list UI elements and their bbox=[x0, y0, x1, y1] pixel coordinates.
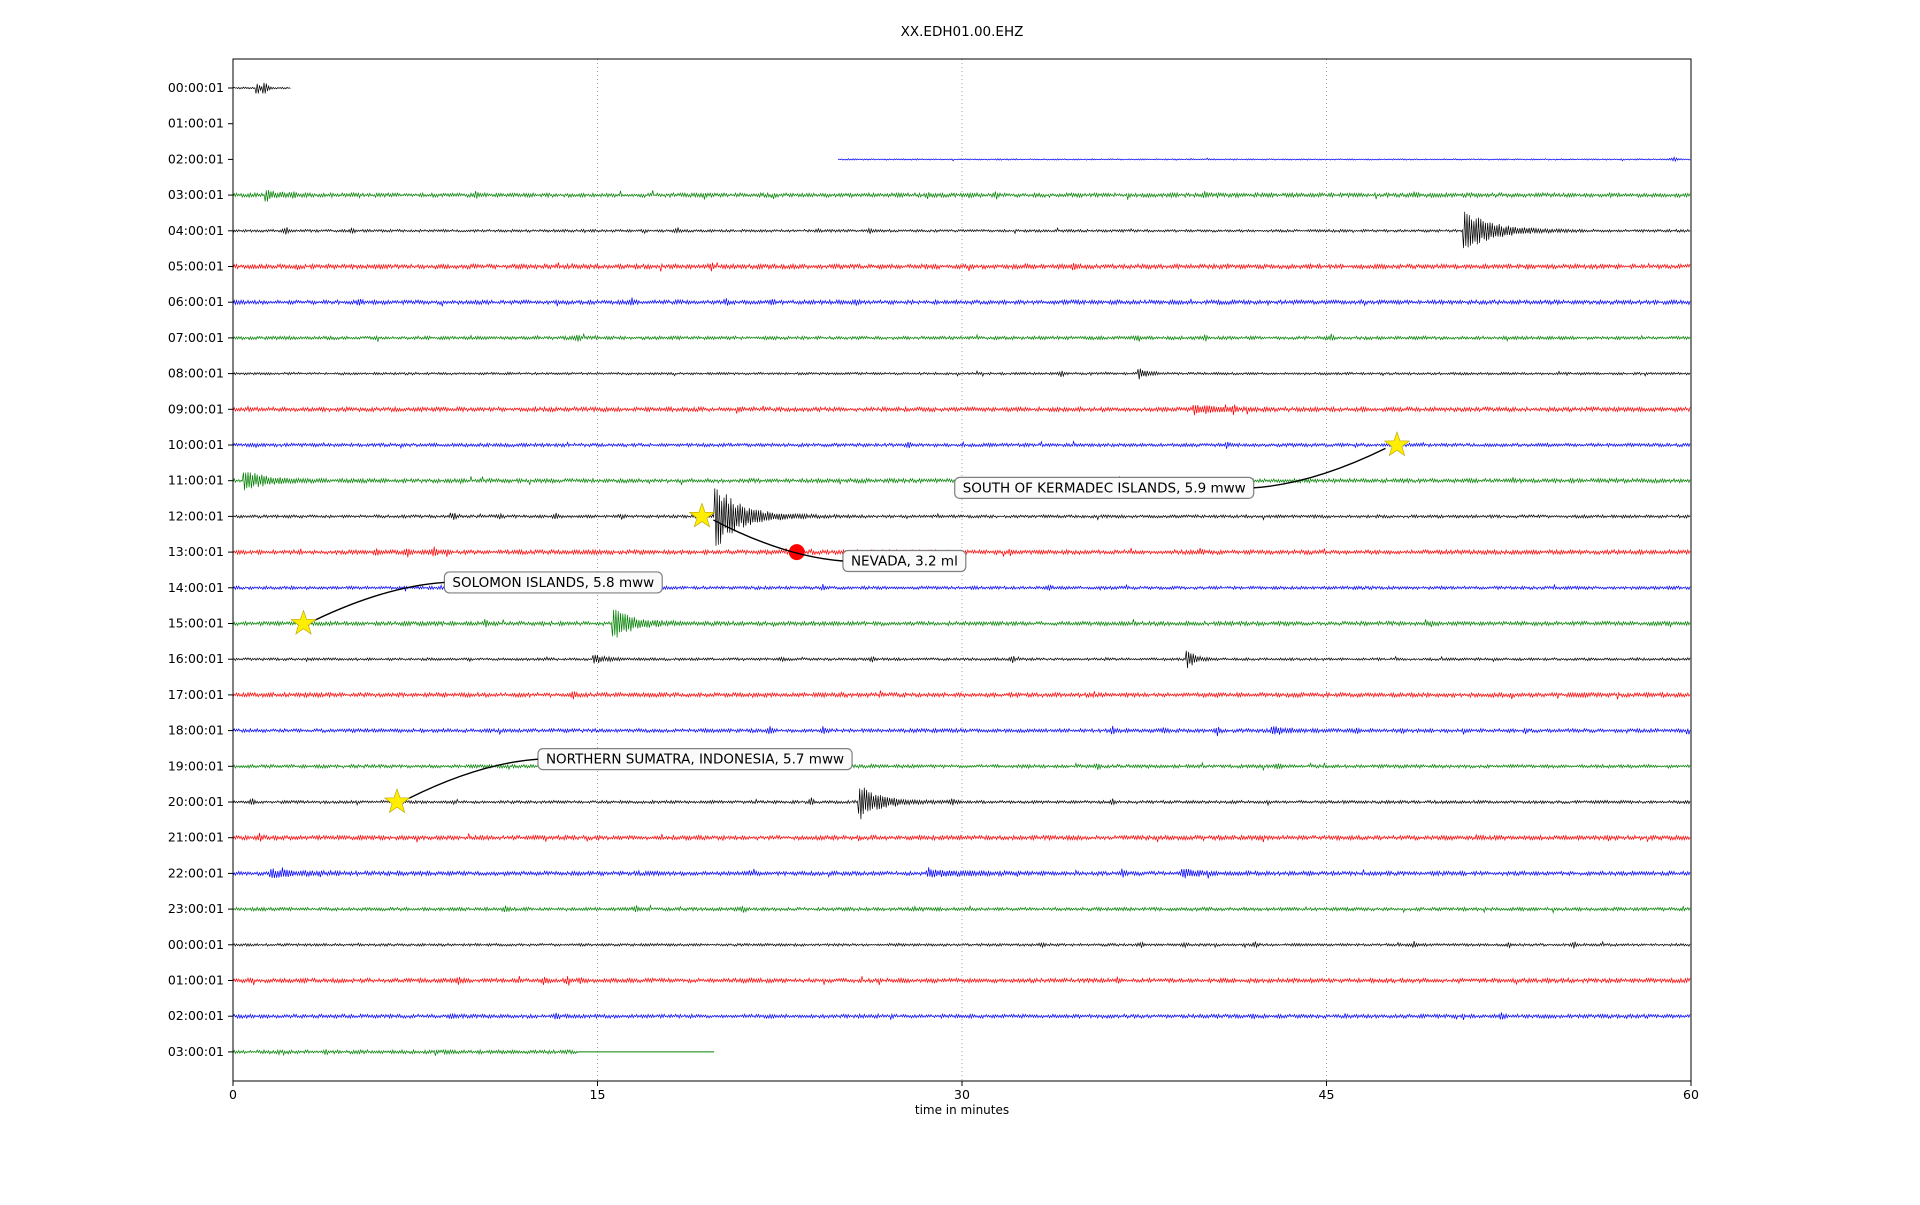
event-star-icon bbox=[290, 609, 317, 635]
event-dot-icon bbox=[788, 544, 805, 561]
y-tick-label: 15:00:01 bbox=[168, 616, 224, 631]
y-tick-label: 09:00:01 bbox=[168, 401, 224, 416]
event-star-icon bbox=[688, 502, 716, 528]
y-tick-label: 03:00:01 bbox=[168, 1044, 224, 1059]
trace-row bbox=[232, 761, 1691, 772]
annotation-label: SOUTH OF KERMADEC ISLANDS, 5.9 mww bbox=[963, 480, 1246, 496]
y-tick-label: 12:00:01 bbox=[168, 508, 224, 523]
y-tick-label: 14:00:01 bbox=[168, 580, 224, 595]
y-tick-label: 20:00:01 bbox=[168, 794, 224, 809]
annotation-arrow bbox=[1253, 447, 1386, 489]
y-tick-label: 07:00:01 bbox=[168, 330, 224, 345]
y-tick-label: 00:00:01 bbox=[168, 937, 224, 952]
y-tick-label: 00:00:01 bbox=[168, 80, 224, 95]
y-tick-label: 03:00:01 bbox=[168, 187, 224, 202]
trace-row bbox=[232, 832, 1691, 843]
y-tick-label: 23:00:01 bbox=[168, 901, 224, 916]
trace-row bbox=[232, 725, 1691, 737]
trace-row bbox=[232, 189, 1691, 202]
x-tick-label: 30 bbox=[954, 1087, 970, 1102]
annotation-box bbox=[842, 549, 967, 573]
trace-row bbox=[232, 262, 1691, 272]
annotation-label: NORTHERN SUMATRA, INDONESIA, 5.7 mww bbox=[546, 752, 844, 768]
trace-row bbox=[232, 904, 1691, 914]
trace-row bbox=[232, 609, 1691, 638]
trace-row bbox=[232, 940, 1691, 949]
trace-row bbox=[232, 368, 1691, 380]
y-tick-label: 04:00:01 bbox=[168, 223, 224, 238]
y-tick-label: 02:00:01 bbox=[168, 151, 224, 166]
x-tick-label: 45 bbox=[1319, 1087, 1335, 1102]
y-tick-label: 13:00:01 bbox=[168, 544, 224, 559]
trace-row bbox=[232, 1048, 579, 1057]
y-tick-label: 10:00:01 bbox=[168, 437, 224, 452]
annotation-label: NEVADA, 3.2 ml bbox=[851, 554, 958, 570]
annotation-label: SOLOMON ISLANDS, 5.8 mww bbox=[452, 575, 654, 591]
y-tick-label: 01:00:01 bbox=[168, 973, 224, 988]
trace-row bbox=[232, 82, 291, 94]
annotation-arrow bbox=[314, 581, 445, 621]
y-tick-label: 02:00:01 bbox=[168, 1008, 224, 1023]
x-tick-label: 60 bbox=[1683, 1087, 1699, 1102]
x-axis-label: time in minutes bbox=[915, 1103, 1009, 1117]
event-star-icon bbox=[1383, 431, 1411, 457]
y-tick-label: 18:00:01 bbox=[168, 723, 224, 738]
event-annotations: SOUTH OF KERMADEC ISLANDS, 5.9 mww NEVADA… bbox=[290, 431, 1411, 814]
y-tick-label: 17:00:01 bbox=[168, 687, 224, 702]
trace-row bbox=[232, 1012, 1691, 1021]
trace-row bbox=[232, 867, 1691, 879]
y-tick-label: 16:00:01 bbox=[168, 651, 224, 666]
y-tick-label: 08:00:01 bbox=[168, 366, 224, 381]
y-tick-label: 19:00:01 bbox=[168, 758, 224, 773]
y-tick-label: 05:00:01 bbox=[168, 259, 224, 274]
trace-row bbox=[232, 976, 1691, 986]
annotation-arrow bbox=[408, 758, 539, 800]
axes: 0 15 30 45 60 00:00:01 01:00:01 02:00:01 03:00:0… bbox=[168, 58, 1699, 1102]
trace-row bbox=[232, 211, 1691, 249]
y-tick-label: 11:00:01 bbox=[168, 473, 224, 488]
trace-row bbox=[232, 787, 1691, 820]
x-tick-label: 0 bbox=[229, 1087, 237, 1102]
trace-row bbox=[232, 404, 1691, 416]
annotation-box bbox=[443, 571, 663, 594]
y-tick-label: 06:00:01 bbox=[168, 294, 224, 309]
trace-row bbox=[232, 297, 1691, 307]
trace-row bbox=[232, 650, 1691, 669]
trace-row bbox=[232, 488, 1691, 546]
trace-row bbox=[837, 156, 1691, 163]
trace-row bbox=[232, 440, 1691, 450]
annotation-arrow bbox=[713, 519, 843, 562]
event-star-icon bbox=[383, 788, 411, 814]
chart-title: XX.EDH01.00.EHZ bbox=[901, 24, 1024, 40]
x-tick-label: 15 bbox=[590, 1087, 606, 1102]
trace-row bbox=[232, 332, 1691, 343]
trace-row bbox=[232, 690, 1691, 700]
y-tick-label: 22:00:01 bbox=[168, 865, 224, 880]
y-tick-label: 21:00:01 bbox=[168, 830, 224, 845]
y-tick-label: 01:00:01 bbox=[168, 116, 224, 131]
